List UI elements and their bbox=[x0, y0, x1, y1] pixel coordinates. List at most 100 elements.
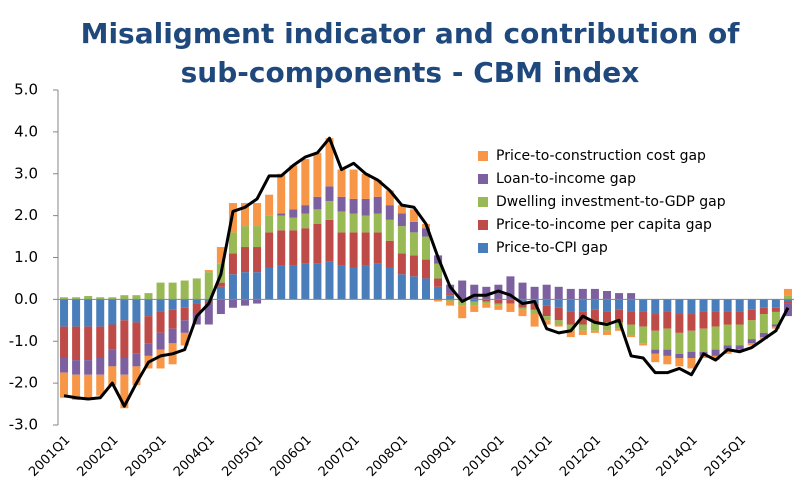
bar-segment bbox=[759, 314, 768, 333]
bar-segment bbox=[554, 286, 563, 300]
y-tick-label: 0.0 bbox=[14, 290, 38, 308]
bar-segment bbox=[578, 330, 587, 335]
x-tick-label: 2002Q1 bbox=[75, 433, 122, 480]
bar-segment bbox=[518, 282, 527, 300]
bar-segment bbox=[385, 240, 394, 268]
bar-segment bbox=[409, 209, 418, 222]
bar-segment bbox=[373, 196, 382, 214]
bar-segment bbox=[723, 299, 732, 312]
bar-segment bbox=[590, 330, 599, 333]
bar-segment bbox=[759, 299, 768, 308]
bar-segment bbox=[409, 221, 418, 233]
bar-segment bbox=[590, 288, 599, 300]
bar-segment bbox=[711, 355, 720, 361]
bar-segment bbox=[663, 299, 672, 312]
bar-segment bbox=[253, 203, 262, 227]
bar-segment bbox=[554, 299, 563, 308]
bar-segment bbox=[530, 309, 539, 315]
bar-segment bbox=[132, 295, 141, 300]
bar-segment bbox=[615, 309, 624, 323]
bar-segment bbox=[277, 213, 286, 216]
bar-segment bbox=[361, 215, 370, 233]
bar-segment bbox=[84, 360, 93, 375]
bar-segment bbox=[542, 320, 551, 325]
bar-segment bbox=[409, 232, 418, 256]
bar-segment bbox=[204, 303, 213, 325]
bar-segment bbox=[253, 272, 262, 300]
bar-segment bbox=[639, 343, 648, 346]
bar-segment bbox=[518, 303, 527, 308]
bar-segment bbox=[84, 374, 93, 398]
bar-segment bbox=[578, 324, 587, 331]
legend-swatch bbox=[478, 174, 488, 184]
bar-segment bbox=[313, 224, 322, 264]
bar-segment bbox=[651, 299, 660, 315]
bar-segment bbox=[506, 299, 515, 304]
bar-segment bbox=[494, 303, 503, 306]
bar-segment bbox=[771, 311, 780, 325]
bar-segment bbox=[554, 324, 563, 327]
y-tick-label: 3.0 bbox=[14, 164, 38, 182]
bar-segment bbox=[566, 330, 575, 338]
bar-segment bbox=[192, 278, 201, 300]
bar-segment bbox=[168, 299, 177, 310]
legend-label: Dwelling investment-to-GDP gap bbox=[496, 194, 726, 210]
bar-segment bbox=[675, 358, 684, 367]
bar-segment bbox=[554, 320, 563, 325]
bar-segment bbox=[482, 303, 491, 308]
bar-segment bbox=[373, 263, 382, 300]
bar-segment bbox=[699, 355, 708, 358]
bar-segment bbox=[373, 213, 382, 233]
legend-label: Price-to-construction cost gap bbox=[496, 148, 706, 164]
bar-segment bbox=[590, 299, 599, 310]
bar-segment bbox=[349, 198, 358, 214]
bar-segment bbox=[192, 303, 201, 315]
bar-segment bbox=[289, 209, 298, 218]
bar-segment bbox=[301, 213, 310, 229]
bar-segment bbox=[518, 307, 527, 310]
bar-segment bbox=[60, 326, 69, 358]
bar-segment bbox=[301, 263, 310, 300]
bar-segment bbox=[747, 320, 756, 340]
x-tick-label: 2001Q1 bbox=[26, 433, 73, 480]
bar-segment bbox=[289, 265, 298, 300]
bar-segment bbox=[216, 282, 225, 287]
bar-segment bbox=[711, 326, 720, 350]
bar-segment bbox=[651, 353, 660, 363]
bar-segment bbox=[627, 334, 636, 338]
bar-segment bbox=[132, 353, 141, 367]
bar-segment bbox=[615, 322, 624, 329]
bar-segment bbox=[120, 358, 129, 375]
bar-segment bbox=[627, 293, 636, 300]
bar-segment bbox=[132, 366, 141, 386]
x-tick-label: 2009Q1 bbox=[412, 433, 459, 480]
bar-segment bbox=[723, 324, 732, 346]
bar-segment bbox=[699, 311, 708, 329]
bar-segment bbox=[566, 324, 575, 331]
legend-label: Loan-to-income gap bbox=[496, 171, 636, 187]
bar-segment bbox=[301, 205, 310, 214]
bar-segment bbox=[168, 309, 177, 329]
bar-segment bbox=[361, 198, 370, 216]
bar-segment bbox=[289, 217, 298, 231]
bar-segment bbox=[156, 349, 165, 369]
bar-segment bbox=[337, 265, 346, 300]
bar-segment bbox=[735, 324, 744, 346]
bar-segment bbox=[397, 253, 406, 275]
bar-segment bbox=[60, 297, 69, 300]
bar-segment bbox=[651, 314, 660, 331]
x-tick-label: 2005Q1 bbox=[219, 433, 266, 480]
y-tick-label: 4.0 bbox=[14, 122, 38, 140]
y-tick-label: -2.0 bbox=[9, 374, 38, 392]
bar-segment bbox=[144, 299, 153, 317]
bar-segment bbox=[615, 328, 624, 331]
bar-segment bbox=[675, 299, 684, 315]
bar-segment bbox=[542, 305, 551, 317]
bar-segment bbox=[385, 219, 394, 241]
bar-segment bbox=[639, 326, 648, 344]
bar-segment bbox=[747, 299, 756, 310]
bar-segment bbox=[180, 299, 189, 308]
bar-segment bbox=[783, 301, 792, 304]
x-tick-label: 2006Q1 bbox=[268, 433, 315, 480]
bar-segment bbox=[590, 322, 599, 331]
